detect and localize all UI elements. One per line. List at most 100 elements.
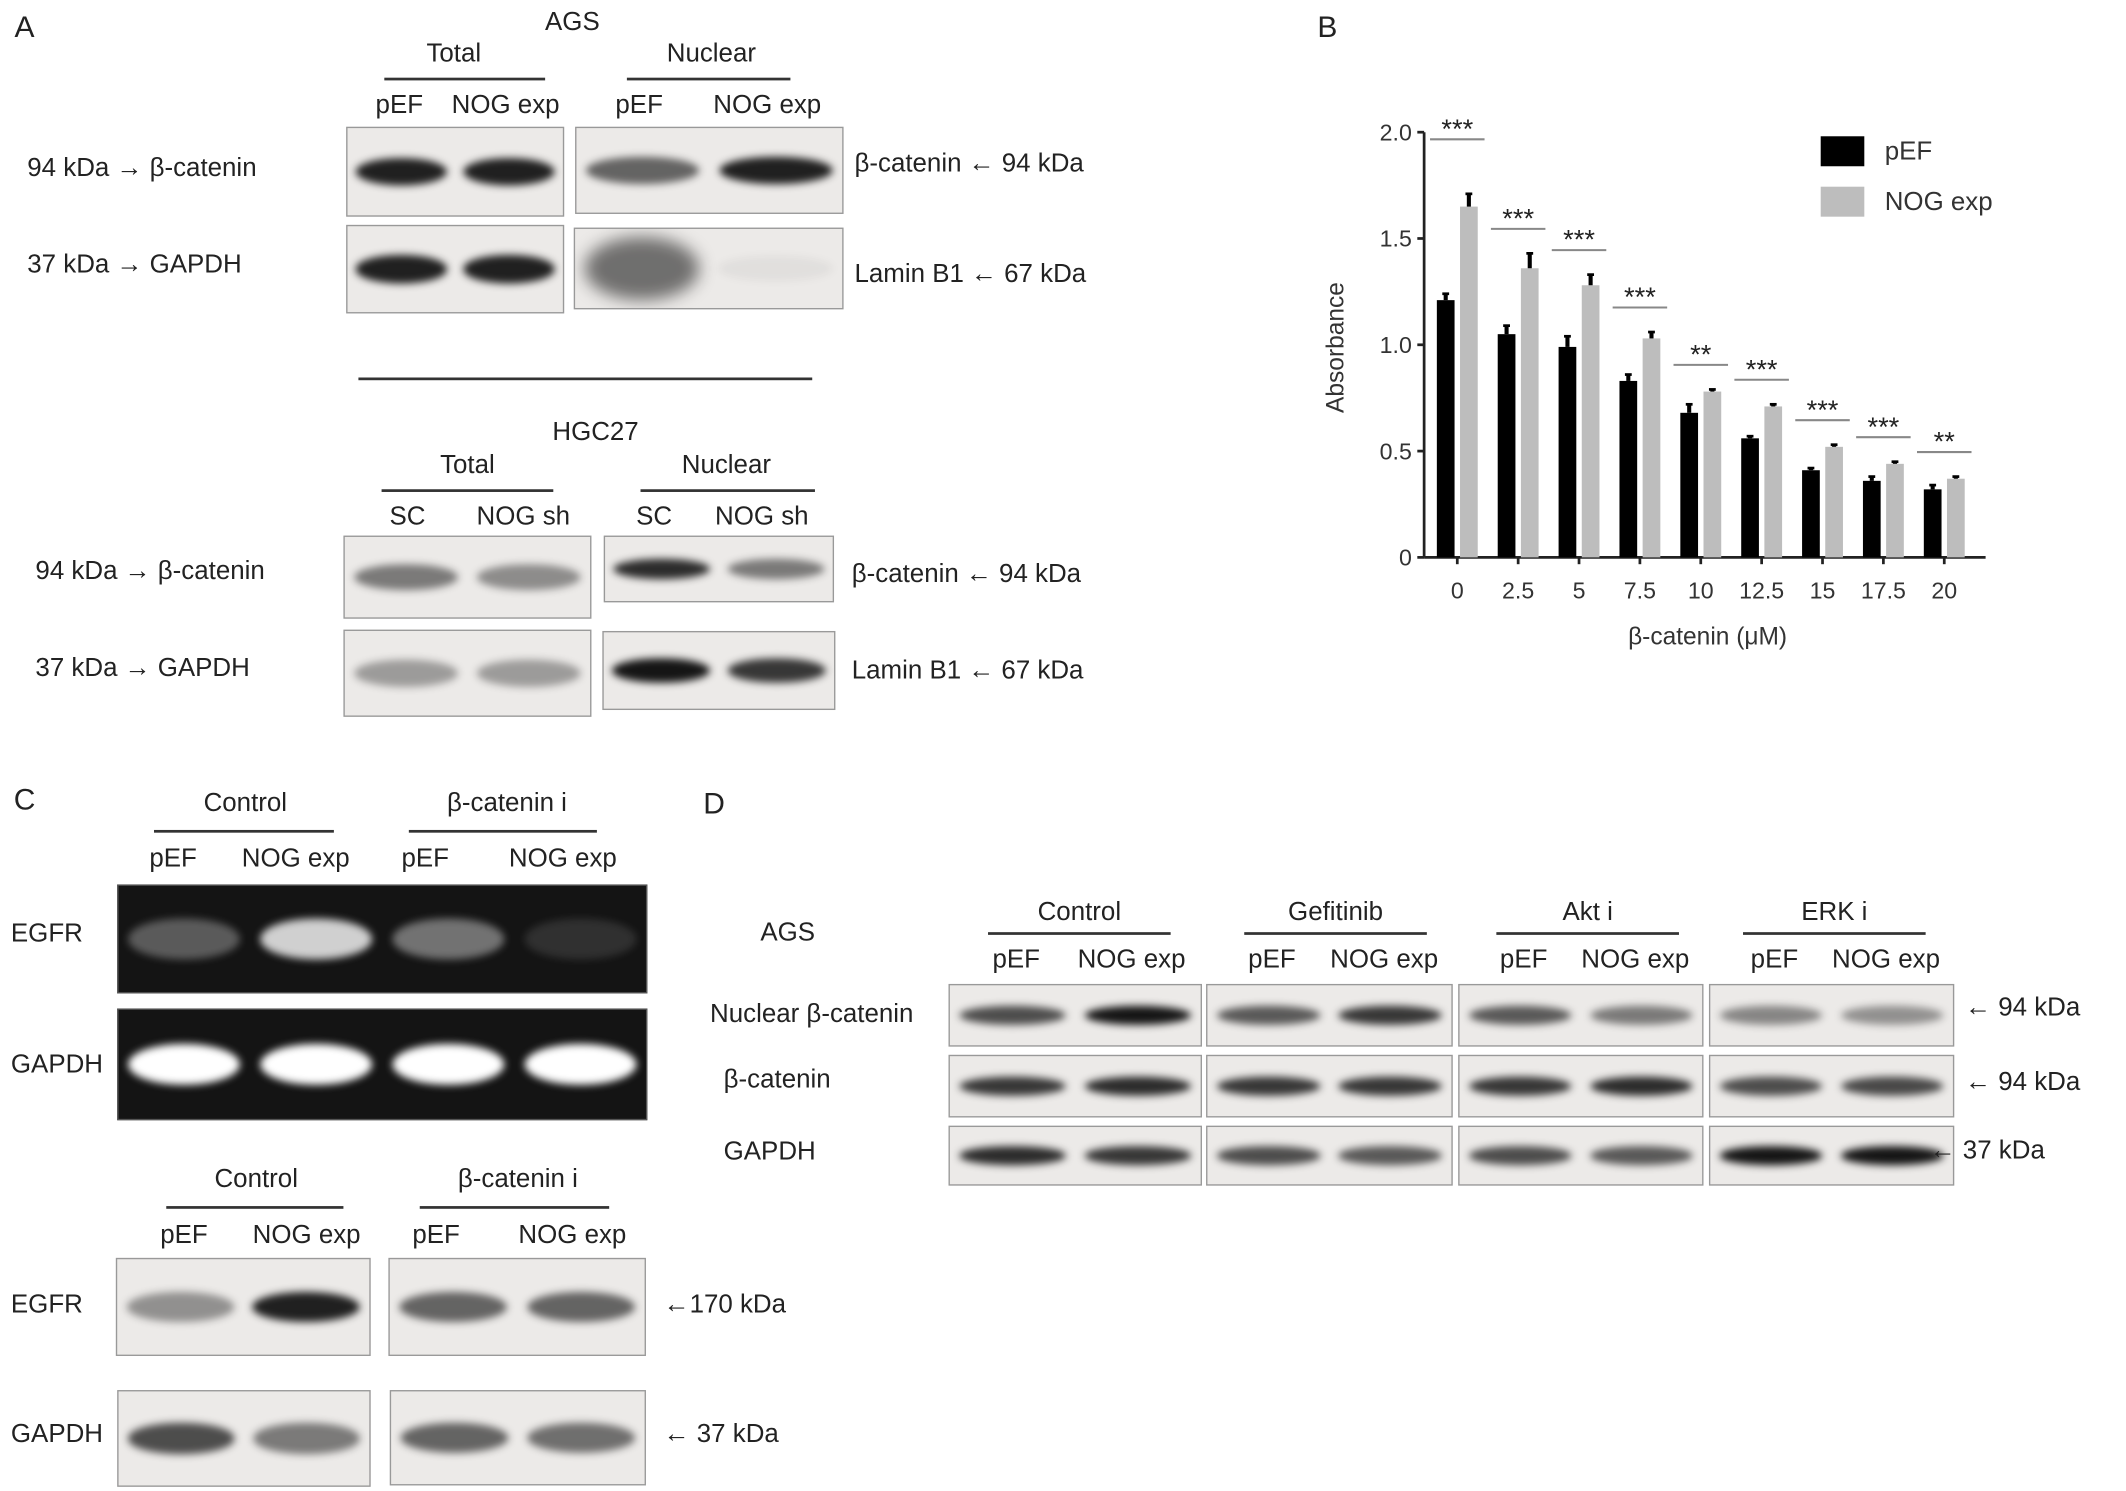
lane-label: NOG exp (508, 844, 617, 874)
band (463, 157, 555, 186)
lane-label: pEF (615, 91, 663, 120)
lane-label: NOG sh (715, 502, 809, 532)
y-tick-label: 0 (1399, 545, 1412, 571)
y-tick-label: 1.0 (1380, 332, 1412, 358)
band (1468, 1005, 1572, 1025)
marker-label: 94 kDa → β-catenin (35, 557, 265, 587)
bar (1825, 446, 1843, 558)
band (727, 558, 825, 580)
x-tick-label: 2.5 (1502, 577, 1534, 603)
blot-nuclear_bcat-group-3 (1708, 983, 1955, 1047)
group-header: β-catenin i (457, 1165, 578, 1194)
band (1840, 1146, 1944, 1165)
band (1468, 1076, 1572, 1096)
significance-label: *** (1746, 353, 1778, 384)
band (1719, 1076, 1823, 1096)
band (1338, 1146, 1443, 1165)
band (476, 564, 581, 590)
band (353, 564, 459, 590)
lane-label: NOG exp (1330, 945, 1439, 975)
bar (1436, 300, 1455, 558)
y-tick-label: 2.0 (1380, 119, 1412, 145)
group-header: Control (214, 1165, 298, 1194)
x-tick-label: 17.5 (1861, 577, 1906, 603)
hgc27-total-header: Total (440, 451, 495, 480)
band (527, 1422, 636, 1453)
group-line (1743, 932, 1926, 935)
panel-c-label: C (13, 782, 36, 817)
marker-label: ← 94 kDa (1965, 1068, 2081, 1098)
marker-label: ← 94 kDa (1965, 993, 2081, 1023)
band (1589, 1005, 1694, 1025)
band (959, 1146, 1066, 1165)
blot-gapdh-control (117, 1390, 371, 1487)
row-label: Nuclear β-catenin (710, 1000, 914, 1029)
lane-label: NOG exp (713, 91, 822, 120)
blot-bcat-group-2 (1458, 1054, 1704, 1118)
band (1216, 1076, 1321, 1096)
marker-label: 37 kDa → GAPDH (35, 654, 250, 683)
significance-label: *** (1807, 394, 1839, 425)
lane-label: pEF (1248, 945, 1296, 975)
band (959, 1005, 1066, 1025)
legend-label: pEF (1885, 137, 1932, 165)
significance-label: *** (1563, 224, 1595, 255)
lane-label: pEF (1750, 945, 1799, 975)
hgc27-title: HGC27 (552, 418, 639, 447)
blot-egfr-control (115, 1257, 371, 1356)
band (260, 918, 373, 960)
band (585, 236, 699, 301)
lane-label: pEF (412, 1221, 460, 1250)
band (1840, 1005, 1944, 1025)
legend-swatch (1820, 136, 1865, 167)
blot-nuclear_bcat-group-1 (1206, 983, 1453, 1047)
band (260, 1043, 373, 1086)
band (1216, 1005, 1321, 1025)
band (392, 1043, 505, 1086)
significance-label: *** (1502, 202, 1534, 233)
lane-label: pEF (375, 91, 424, 120)
x-tick-label: 10 (1688, 577, 1714, 603)
lane-label: NOG exp (518, 1221, 627, 1250)
blot-gapdh-bcatenin-i (389, 1390, 646, 1486)
group-header: ERK i (1801, 898, 1868, 927)
lane-label: NOG exp (451, 91, 560, 120)
x-tick-label: 0 (1451, 577, 1464, 603)
ags-title: AGS (545, 8, 600, 37)
band (1719, 1146, 1823, 1165)
marker-label: β-catenin ← 94 kDa (851, 560, 1082, 589)
panel-d-label: D (703, 786, 725, 821)
lane-label: pEF (992, 945, 1040, 975)
blot-nuclear_bcat-group-0 (948, 983, 1202, 1047)
group-line (408, 829, 597, 832)
bar (1741, 438, 1759, 558)
group-header: Control (1037, 898, 1122, 927)
blot-hgc27-nuclear-lamin (602, 630, 836, 711)
lane-label: pEF (149, 844, 197, 874)
lane-label: NOG exp (1581, 945, 1690, 975)
band (392, 918, 505, 960)
blot-bcat-group-1 (1206, 1054, 1453, 1118)
bar (1923, 489, 1942, 558)
significance-label: ** (1690, 339, 1712, 370)
band (1468, 1146, 1572, 1165)
marker-label: Lamin B1 ← 67 kDa (851, 656, 1084, 686)
x-tick-label: 12.5 (1739, 577, 1784, 603)
band (727, 658, 826, 683)
marker-label: ← 37 kDa (663, 1420, 779, 1449)
blot-gapdh-group-1 (1206, 1125, 1453, 1186)
panel-b-label: B (1317, 9, 1338, 44)
blot-hgc27-total-gapdh (343, 629, 592, 717)
band (1338, 1005, 1443, 1025)
row-label: EGFR (10, 1290, 83, 1320)
band (355, 157, 448, 186)
hgc27-nuclear-line (640, 489, 815, 492)
lane-label: SC (389, 502, 426, 532)
band (1216, 1146, 1321, 1165)
lane-label: NOG exp (252, 1221, 361, 1250)
bar (1703, 391, 1722, 558)
band (1719, 1005, 1823, 1025)
marker-label: Lamin B1 ← 67 kDa (854, 260, 1087, 289)
band (1589, 1146, 1694, 1165)
